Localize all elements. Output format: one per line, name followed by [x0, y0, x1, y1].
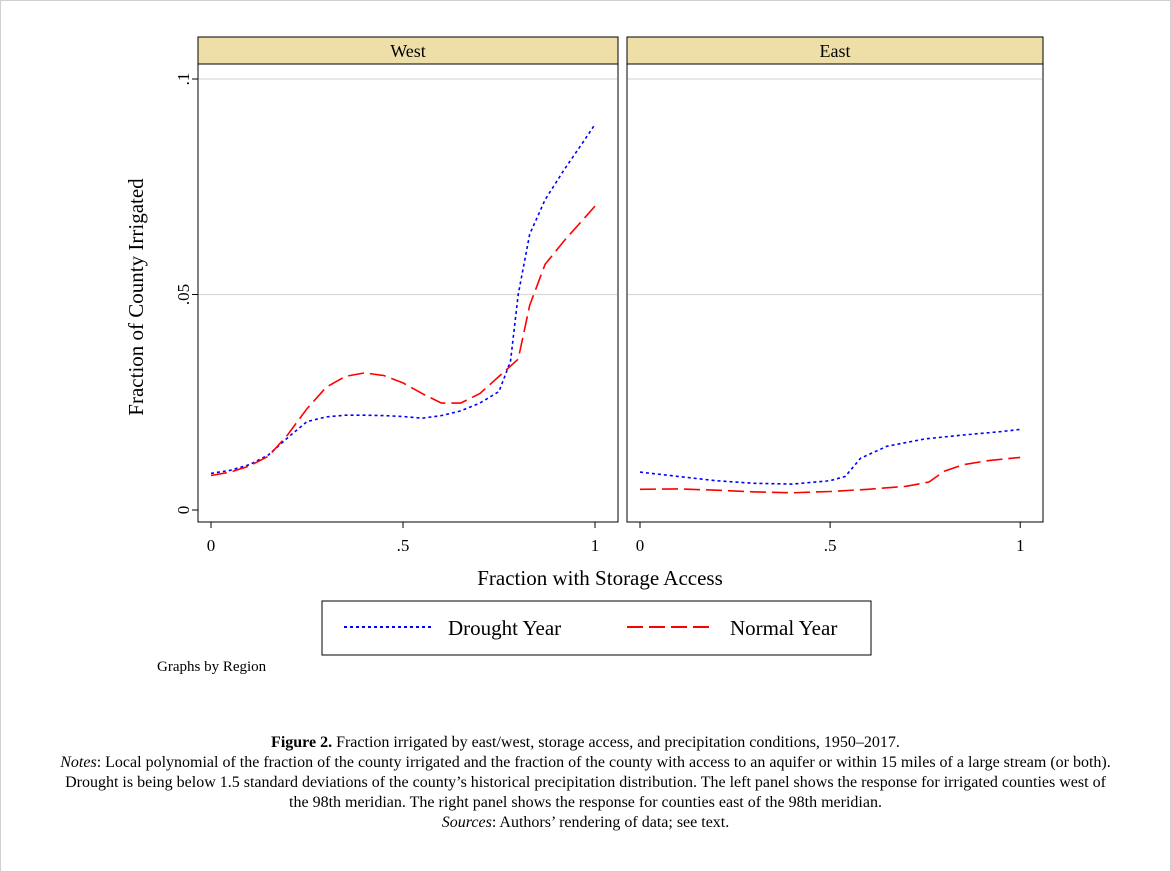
y-tick-label: 0: [174, 506, 193, 515]
caption-sources-text: : Authors’ rendering of data; see text.: [491, 814, 730, 831]
x-tick-label: 0: [207, 536, 216, 555]
series-line: [210, 205, 596, 477]
y-tick-label: .1: [174, 73, 193, 86]
caption-sources: Sources: Authors’ rendering of data; see…: [60, 813, 1111, 833]
series-line: [639, 456, 1021, 494]
graphs-by-note: Graphs by Region: [157, 659, 267, 675]
series-line: [639, 428, 1021, 485]
panel-title: West: [390, 41, 426, 61]
caption-sources-label: Sources: [441, 814, 492, 831]
caption-notes-label: Notes: [60, 754, 97, 771]
y-axis-title: Fraction of County Irrigated: [124, 178, 148, 416]
x-tick-label: 1: [591, 536, 600, 555]
x-tick-label: .5: [397, 536, 410, 555]
legend-label: Normal Year: [730, 616, 837, 640]
x-tick-label: 1: [1016, 536, 1025, 555]
y-tick-label: .05: [174, 284, 193, 305]
caption-label: Figure 2.: [271, 734, 333, 751]
panel-header: [626, 36, 1044, 65]
plot-frame: [626, 63, 1044, 523]
plot-frame: [197, 63, 619, 523]
chart: West 0 .5 1 East 0 .5 1 0 .05 .1 Fraction of County…: [124, 36, 1044, 656]
x-tick-label: 0: [636, 536, 645, 555]
caption-notes: Notes: Local polynomial of the fraction …: [60, 753, 1111, 813]
caption-title-line: Figure 2. Fraction irrigated by east/wes…: [60, 733, 1111, 753]
legend-label: Drought Year: [448, 616, 561, 640]
figure-caption: Figure 2. Fraction irrigated by east/wes…: [60, 733, 1111, 833]
x-tick-label: .5: [824, 536, 837, 555]
caption-notes-text: : Local polynomial of the fraction of th…: [65, 754, 1111, 811]
panel-title: East: [820, 41, 851, 61]
series-line: [210, 123, 596, 475]
caption-title: Fraction irrigated by east/west, storage…: [332, 734, 900, 751]
x-axis-title: Fraction with Storage Access: [477, 566, 723, 590]
legend-box: [321, 600, 872, 656]
